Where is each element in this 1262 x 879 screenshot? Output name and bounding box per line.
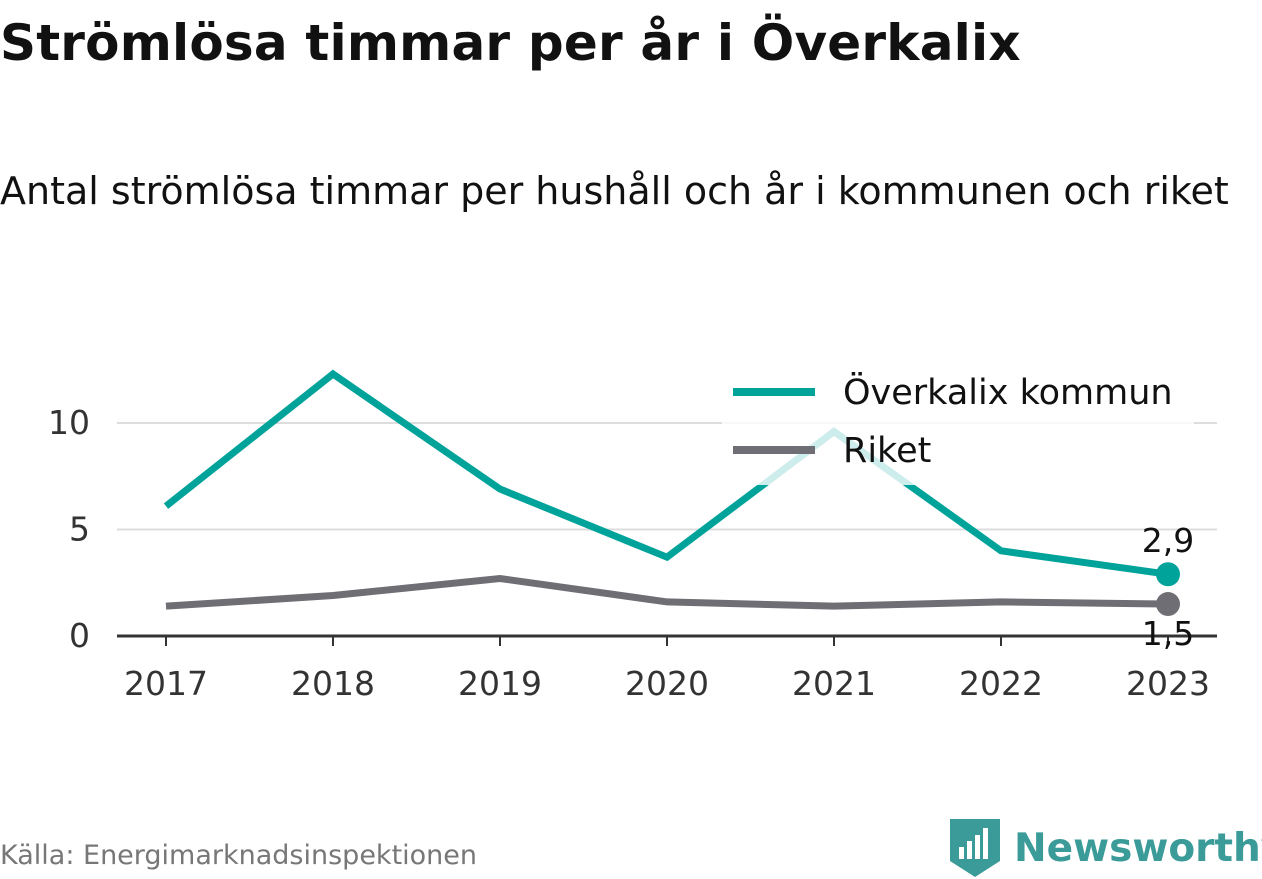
brand-name: Newsworthy [1014,825,1262,871]
end-value-label: 2,9 [1142,521,1194,560]
legend-label: Överkalix kommun [843,371,1173,413]
chart-title: Strömlösa timmar per år i Överkalix [0,14,1021,72]
end-point-marker [1156,592,1180,617]
end-points: 2,9 1,5 [1142,521,1194,653]
end-value-label: 1,5 [1142,614,1194,653]
y-tick-label: 5 [69,510,90,549]
x-tick-label: 2018 [291,664,375,703]
x-tick-label: 2019 [458,664,542,703]
source-note: Källa: Energimarknadsinspektionen [0,840,478,871]
series-lines [163,369,1169,610]
legend-background [722,365,1194,485]
x-tick-label: 2020 [625,664,709,703]
legend-label: Riket [843,431,931,471]
y-tick-label: 10 [48,403,90,442]
end-point-marker [1156,562,1180,587]
chart-subtitle: Antal strömlösa timmar per hushåll och å… [0,169,1229,213]
newsworthy-logo: Newsworthy [950,818,1262,878]
series-line-overkalix [163,369,1169,578]
legend: Överkalix kommun Riket [722,365,1194,485]
x-tick-label: 2022 [959,664,1043,703]
series-line-riket [165,574,1169,610]
x-tick-label: 2017 [124,664,208,703]
x-tick-label: 2023 [1126,664,1210,703]
y-tick-label: 0 [69,616,90,655]
x-axis-ticks: 2017 2018 2019 2020 2021 2022 2023 [124,636,1210,703]
x-tick-label: 2021 [792,664,876,703]
newsworthy-logo-icon [950,819,1000,877]
y-axis-ticks: 0 5 10 [48,403,90,655]
